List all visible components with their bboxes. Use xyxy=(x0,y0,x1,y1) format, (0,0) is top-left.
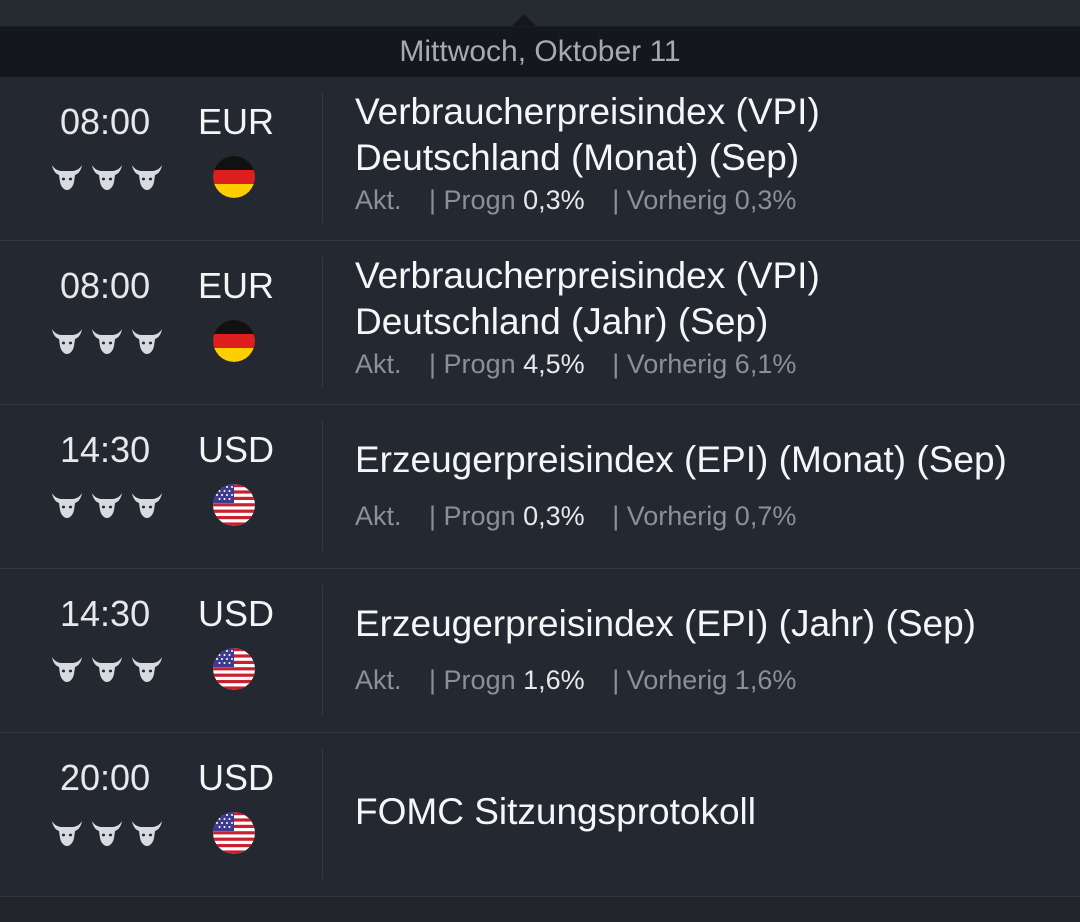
event-title-line1: Verbraucherpreisindex (VPI) xyxy=(355,91,820,132)
previous-label: | Vorherig xyxy=(612,501,728,531)
event-title: Erzeugerpreisindex (EPI) (Monat) (Sep) xyxy=(355,439,1007,480)
bull-icon xyxy=(50,161,84,191)
forecast-label: | Progn xyxy=(429,665,516,695)
event-time: 20:00 xyxy=(60,757,151,798)
currency-code: USD xyxy=(198,593,275,634)
divider xyxy=(322,93,323,223)
event-row[interactable]: 08:00 EUR Verbraucherpreisindex (VPI) De… xyxy=(0,77,1080,241)
pointer-notch-icon xyxy=(512,14,536,26)
event-title-line2: Deutschland (Jahr) (Sep) xyxy=(355,301,769,342)
forecast-label: | Progn xyxy=(429,349,516,379)
bull-icon xyxy=(90,161,124,191)
impact-rating xyxy=(50,817,164,847)
us-flag-icon xyxy=(213,648,255,690)
forecast-label: | Progn xyxy=(429,185,516,215)
divider xyxy=(322,585,323,715)
event-row[interactable]: 08:00 EUR Verbraucherpreisindex (VPI) De… xyxy=(0,241,1080,405)
actual-label: Akt. xyxy=(355,349,402,379)
previous-value: 6,1% xyxy=(734,349,797,379)
bull-icon xyxy=(90,489,124,519)
previous-value: 0,7% xyxy=(734,501,797,531)
actual-label: Akt. xyxy=(355,185,402,215)
event-stats: Akt. | Progn 1,6% | Vorherig 1,6% xyxy=(355,665,1060,696)
event-title-line2: Deutschland (Monat) (Sep) xyxy=(355,137,800,178)
actual-label: Akt. xyxy=(355,665,402,695)
bull-icon xyxy=(50,817,84,847)
impact-rating xyxy=(50,161,164,191)
event-row[interactable]: 14:30 USD Erzeugerpreisindex (EPI) (Mona… xyxy=(0,405,1080,569)
bull-icon xyxy=(130,161,164,191)
us-flag-icon xyxy=(213,812,255,854)
bull-icon xyxy=(50,325,84,355)
bull-icon xyxy=(90,653,124,683)
event-stats: Akt. | Progn 4,5% | Vorherig 6,1% xyxy=(355,349,1060,380)
event-title: Verbraucherpreisindex (VPI) Deutschland … xyxy=(355,89,1060,181)
event-time: 08:00 xyxy=(60,265,151,306)
bull-icon xyxy=(130,325,164,355)
event-title: FOMC Sitzungsprotokoll xyxy=(355,791,756,832)
event-content: Verbraucherpreisindex (VPI) Deutschland … xyxy=(355,253,1060,380)
germany-flag-icon xyxy=(213,320,255,362)
impact-rating xyxy=(50,653,164,683)
impact-rating xyxy=(50,325,164,355)
event-time: 14:30 xyxy=(60,593,151,634)
forecast-value: 4,5% xyxy=(523,349,585,379)
bull-icon xyxy=(50,489,84,519)
event-time: 14:30 xyxy=(60,429,151,470)
event-content: Erzeugerpreisindex (EPI) (Jahr) (Sep) Ak… xyxy=(355,601,1060,696)
divider xyxy=(322,749,323,879)
previous-label: | Vorherig xyxy=(612,349,728,379)
us-flag-icon xyxy=(213,484,255,526)
bull-icon xyxy=(50,653,84,683)
event-stats: Akt. | Progn 0,3% | Vorherig 0,3% xyxy=(355,185,1060,216)
event-title-line1: Verbraucherpreisindex (VPI) xyxy=(355,255,820,296)
event-title: Erzeugerpreisindex (EPI) (Jahr) (Sep) xyxy=(355,603,976,644)
event-content: Erzeugerpreisindex (EPI) (Monat) (Sep) A… xyxy=(355,437,1060,532)
previous-label: | Vorherig xyxy=(612,185,728,215)
germany-flag-icon xyxy=(213,156,255,198)
currency-code: EUR xyxy=(198,101,275,142)
forecast-value: 1,6% xyxy=(523,665,585,695)
event-list: 08:00 EUR Verbraucherpreisindex (VPI) De… xyxy=(0,77,1080,897)
bull-icon xyxy=(90,817,124,847)
event-content: Verbraucherpreisindex (VPI) Deutschland … xyxy=(355,89,1060,216)
divider xyxy=(322,257,323,387)
bull-icon xyxy=(90,325,124,355)
forecast-value: 0,3% xyxy=(523,501,585,531)
currency-code: EUR xyxy=(198,265,275,306)
bull-icon xyxy=(130,653,164,683)
previous-label: | Vorherig xyxy=(612,665,728,695)
currency-code: USD xyxy=(198,757,275,798)
bull-icon xyxy=(130,489,164,519)
bull-icon xyxy=(130,817,164,847)
top-bar xyxy=(0,0,1080,27)
event-time: 08:00 xyxy=(60,101,151,142)
impact-rating xyxy=(50,489,164,519)
event-content: FOMC Sitzungsprotokoll xyxy=(355,789,1060,835)
forecast-label: | Progn xyxy=(429,501,516,531)
actual-label: Akt. xyxy=(355,501,402,531)
previous-value: 0,3% xyxy=(734,185,797,215)
event-row[interactable]: 14:30 USD Erzeugerpreisindex (EPI) (Jahr… xyxy=(0,569,1080,733)
date-header: Mittwoch, Oktober 11 xyxy=(0,27,1080,77)
event-stats: Akt. | Progn 0,3% | Vorherig 0,7% xyxy=(355,501,1060,532)
event-row[interactable]: 20:00 USD FOMC Sitzungsprotokoll xyxy=(0,733,1080,897)
event-title: Verbraucherpreisindex (VPI) Deutschland … xyxy=(355,253,1060,345)
previous-value: 1,6% xyxy=(734,665,797,695)
forecast-value: 0,3% xyxy=(523,185,585,215)
divider xyxy=(322,421,323,551)
currency-code: USD xyxy=(198,429,275,470)
